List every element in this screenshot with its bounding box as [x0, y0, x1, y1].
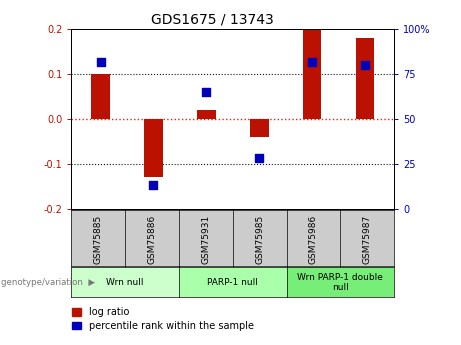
Text: GSM75986: GSM75986 [309, 214, 318, 264]
Bar [250, 119, 268, 137]
Bar [356, 38, 374, 119]
Point [150, 183, 157, 188]
Point [255, 156, 263, 161]
Bar [91, 74, 110, 119]
Point [97, 59, 104, 65]
Text: PARP-1 null: PARP-1 null [207, 278, 258, 287]
Text: GSM75885: GSM75885 [94, 214, 103, 264]
Bar [197, 110, 216, 119]
Text: GSM75931: GSM75931 [201, 214, 210, 264]
Text: GSM75987: GSM75987 [363, 214, 372, 264]
Text: genotype/variation  ▶: genotype/variation ▶ [1, 278, 95, 287]
Point [203, 89, 210, 95]
Text: Wrn null: Wrn null [106, 278, 144, 287]
Point [361, 62, 369, 68]
Bar [144, 119, 163, 177]
Legend: log ratio, percentile rank within the sample: log ratio, percentile rank within the sa… [72, 307, 254, 331]
Text: GDS1675 / 13743: GDS1675 / 13743 [151, 12, 273, 26]
Point [308, 59, 316, 65]
Text: GSM75985: GSM75985 [255, 214, 264, 264]
Bar [303, 29, 321, 119]
Text: Wrn PARP-1 double
null: Wrn PARP-1 double null [297, 273, 383, 292]
Text: GSM75886: GSM75886 [148, 214, 157, 264]
